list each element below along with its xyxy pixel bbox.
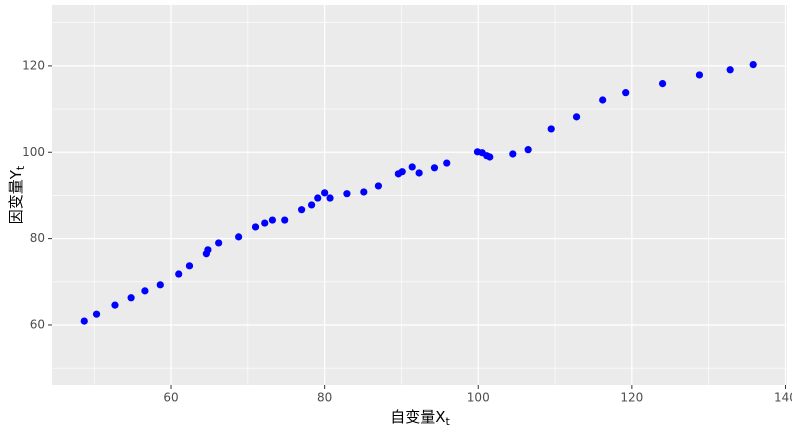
x-tick-label: 80 bbox=[317, 391, 332, 405]
point bbox=[599, 96, 607, 104]
x-tick-label: 140 bbox=[774, 391, 792, 405]
point bbox=[156, 281, 164, 289]
point bbox=[572, 113, 581, 121]
point bbox=[524, 146, 532, 154]
point bbox=[326, 194, 334, 202]
y-tick-label: 120 bbox=[22, 58, 45, 72]
point bbox=[268, 216, 277, 224]
point bbox=[726, 66, 734, 74]
y-axis-title: 因变量Yt bbox=[7, 165, 28, 224]
point bbox=[92, 310, 101, 318]
point bbox=[141, 287, 149, 295]
point bbox=[111, 301, 119, 309]
point bbox=[127, 294, 135, 302]
x-axis-title: 自变量Xt bbox=[390, 408, 450, 429]
x-tick-label: 60 bbox=[163, 391, 178, 405]
point bbox=[298, 206, 306, 214]
point bbox=[215, 239, 223, 247]
point bbox=[251, 223, 260, 231]
point bbox=[261, 219, 269, 227]
point bbox=[80, 317, 88, 325]
point bbox=[281, 216, 289, 224]
point bbox=[509, 150, 517, 158]
point bbox=[235, 233, 243, 241]
x-axis-title-main: 自变量X bbox=[390, 408, 445, 426]
y-axis-title-subscript: t bbox=[14, 165, 27, 170]
y-tick-label: 60 bbox=[30, 317, 45, 331]
point bbox=[360, 188, 368, 196]
point bbox=[415, 169, 423, 177]
y-tick-label: 100 bbox=[22, 145, 45, 159]
point bbox=[622, 89, 630, 97]
point bbox=[321, 189, 329, 197]
point bbox=[658, 79, 667, 88]
point bbox=[374, 182, 383, 190]
point bbox=[408, 163, 416, 171]
point bbox=[314, 194, 322, 202]
point bbox=[398, 168, 406, 176]
panel bbox=[52, 5, 787, 385]
point bbox=[547, 125, 555, 133]
point bbox=[307, 201, 316, 209]
x-tick-label: 120 bbox=[620, 391, 643, 405]
point bbox=[443, 159, 451, 167]
point bbox=[204, 246, 212, 254]
y-tick-label: 80 bbox=[30, 231, 45, 245]
x-axis-title-subscript: t bbox=[445, 415, 450, 428]
point bbox=[486, 153, 494, 161]
point bbox=[343, 190, 351, 198]
x-tick-label: 100 bbox=[467, 391, 490, 405]
point bbox=[695, 71, 704, 79]
point bbox=[175, 270, 183, 278]
point bbox=[749, 60, 757, 69]
y-axis-title-main: 因变量Y bbox=[7, 169, 25, 224]
point bbox=[430, 164, 439, 172]
point bbox=[185, 262, 194, 270]
